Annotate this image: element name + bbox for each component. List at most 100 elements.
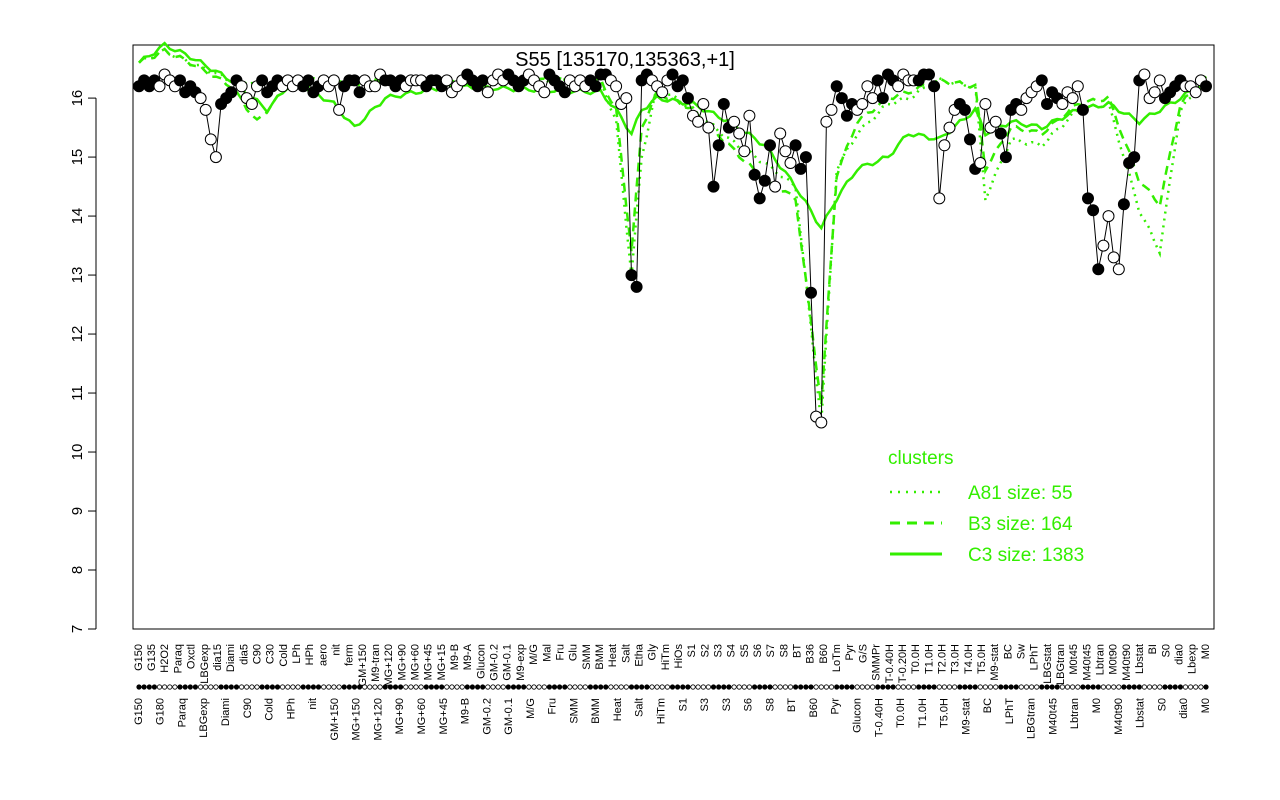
- data-point: [964, 133, 976, 146]
- sample-marker: [279, 684, 286, 690]
- data-point: [481, 86, 494, 99]
- data-point: [861, 80, 874, 93]
- sample-marker: [936, 684, 942, 690]
- sample-marker: [633, 684, 640, 690]
- sample-marker: [259, 684, 265, 690]
- x-tick-label: S0: [1160, 644, 1172, 657]
- sample-marker: [705, 684, 712, 690]
- data-point: [1071, 80, 1084, 93]
- data-point: [1117, 198, 1130, 211]
- sample-marker: [751, 684, 758, 690]
- sample-marker: [664, 684, 671, 690]
- x-tick-label: Glucon: [852, 698, 864, 733]
- x-tick-label: S3: [713, 644, 725, 657]
- y-tick-label: 10: [69, 444, 86, 461]
- sample-marker: [490, 684, 496, 690]
- x-tick-label: BI: [1147, 644, 1159, 654]
- data-point: [743, 109, 756, 122]
- x-tick-label: LPhT: [1029, 644, 1041, 671]
- sample-marker: [926, 684, 932, 690]
- x-tick-label: T-0.40H: [884, 644, 896, 683]
- y-tick-label: 12: [69, 326, 86, 343]
- data-point: [794, 162, 807, 175]
- sample-marker: [326, 684, 332, 690]
- data-point: [830, 80, 843, 93]
- data-point: [717, 98, 730, 110]
- x-tick-label: G150: [133, 644, 145, 671]
- sample-marker: [813, 684, 819, 690]
- data-point: [204, 133, 217, 146]
- sample-marker: [526, 684, 532, 690]
- x-tick-label: S1: [677, 698, 689, 711]
- x-tick-label: S8: [778, 644, 790, 657]
- x-tick-label: M0: [1091, 698, 1103, 713]
- sample-marker: [880, 684, 886, 690]
- sample-marker: [444, 684, 450, 690]
- sample-marker: [710, 684, 717, 690]
- sample-marker: [1029, 684, 1035, 690]
- sample-marker: [1172, 684, 1178, 690]
- sample-marker: [1059, 684, 1066, 690]
- sample-marker: [156, 684, 163, 690]
- sample-marker: [695, 684, 701, 690]
- data-point: [235, 80, 248, 93]
- sample-marker: [495, 684, 501, 690]
- data-point: [1076, 103, 1089, 116]
- data-point: [1200, 80, 1212, 93]
- x-tick-label: LPhT: [1004, 698, 1016, 725]
- data-point: [707, 180, 720, 193]
- data-point: [835, 92, 848, 105]
- sample-marker: [680, 684, 686, 690]
- sample-marker: [982, 684, 989, 690]
- x-tick-label: T3.0H: [950, 644, 962, 674]
- data-point: [989, 115, 1002, 128]
- sample-marker: [1193, 684, 1199, 690]
- sample-marker: [500, 684, 506, 690]
- data-point: [856, 98, 869, 110]
- data-point: [153, 80, 166, 93]
- x-tick-label: T0.0H: [895, 698, 907, 728]
- sample-marker: [505, 684, 511, 690]
- sample-marker: [474, 684, 481, 690]
- sample-marker: [931, 684, 937, 690]
- x-tick-label: BMM: [594, 644, 606, 670]
- data-point: [876, 92, 889, 105]
- x-tick-label: C30: [265, 644, 277, 664]
- x-tick-label: T5.0H: [976, 644, 988, 674]
- sample-marker: [895, 684, 901, 690]
- sample-marker: [716, 684, 722, 690]
- data-point: [1148, 86, 1161, 99]
- data-point: [943, 121, 956, 134]
- sample-marker: [834, 684, 840, 690]
- x-tick-label: dia0: [1174, 644, 1186, 665]
- sample-marker: [167, 684, 173, 690]
- x-tick-label: HiTm: [660, 644, 672, 670]
- x-tick-label: ferm: [344, 644, 356, 666]
- x-tick-label: Paraq: [177, 698, 189, 727]
- sample-marker: [592, 684, 599, 690]
- x-tick-label: M/G: [525, 698, 537, 719]
- data-point: [666, 68, 679, 81]
- x-tick-label: M9-exp: [515, 644, 527, 681]
- x-tick-label: Lbstat: [1134, 644, 1146, 674]
- x-tick-label: Diami: [220, 698, 232, 726]
- sample-marker: [690, 684, 696, 690]
- sample-marker: [839, 684, 845, 690]
- sample-marker: [875, 684, 881, 690]
- data-point: [825, 103, 838, 116]
- sample-marker: [162, 684, 168, 690]
- x-tick-label: S2: [699, 644, 711, 657]
- sample-marker: [254, 684, 260, 690]
- data-point: [538, 86, 551, 99]
- sample-marker: [741, 684, 747, 690]
- sample-marker: [1126, 684, 1132, 690]
- sample-marker: [536, 684, 542, 690]
- sample-marker: [946, 684, 953, 690]
- sample-marker: [864, 684, 871, 690]
- sample-marker: [967, 684, 973, 690]
- x-tick-label: MG+60: [410, 644, 422, 680]
- sample-marker: [685, 684, 691, 690]
- sample-marker: [1188, 684, 1194, 690]
- x-tick-label: BC: [982, 698, 994, 713]
- sample-marker: [962, 684, 968, 690]
